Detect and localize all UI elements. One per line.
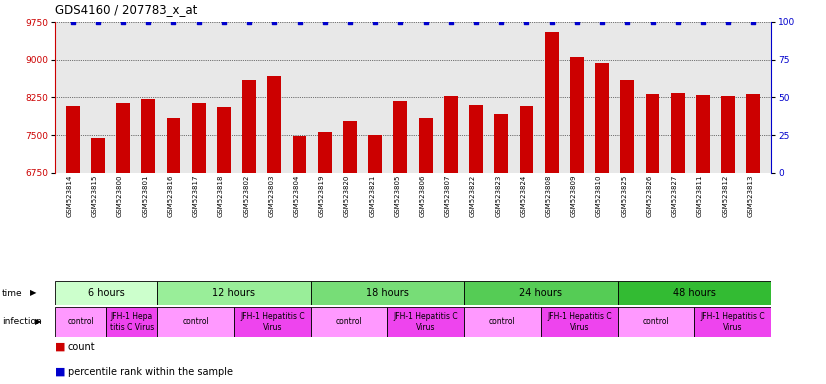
Point bbox=[91, 19, 104, 25]
Bar bbox=[368, 135, 382, 384]
Point bbox=[545, 19, 558, 25]
Text: 24 hours: 24 hours bbox=[520, 288, 563, 298]
Bar bbox=[268, 76, 282, 384]
Bar bbox=[520, 106, 534, 384]
Point bbox=[344, 19, 357, 25]
Point bbox=[469, 19, 482, 25]
Bar bbox=[393, 101, 407, 384]
Text: JFH-1 Hepatitis C
Virus: JFH-1 Hepatitis C Virus bbox=[547, 312, 611, 332]
Bar bbox=[157, 307, 234, 337]
Text: ■: ■ bbox=[55, 367, 65, 377]
Text: control: control bbox=[489, 318, 516, 326]
Bar bbox=[570, 57, 584, 384]
Point bbox=[620, 19, 634, 25]
Bar bbox=[419, 118, 433, 384]
Point bbox=[747, 19, 760, 25]
Bar bbox=[167, 118, 180, 384]
Bar bbox=[311, 307, 387, 337]
Text: JFH-1 Hepa
titis C Virus: JFH-1 Hepa titis C Virus bbox=[110, 312, 154, 332]
Text: 12 hours: 12 hours bbox=[212, 288, 255, 298]
Bar bbox=[234, 307, 311, 337]
Point bbox=[596, 19, 609, 25]
Bar bbox=[107, 307, 157, 337]
Point bbox=[419, 19, 432, 25]
Point bbox=[368, 19, 382, 25]
Bar bbox=[544, 31, 558, 384]
Text: ■: ■ bbox=[55, 342, 65, 352]
Bar bbox=[646, 94, 659, 384]
Point bbox=[570, 19, 583, 25]
Bar bbox=[541, 307, 618, 337]
Point bbox=[293, 19, 306, 25]
Point bbox=[520, 19, 533, 25]
Bar bbox=[116, 103, 130, 384]
Bar bbox=[444, 96, 458, 384]
Point bbox=[116, 19, 130, 25]
Bar bbox=[217, 107, 230, 384]
Point bbox=[394, 19, 407, 25]
Text: percentile rank within the sample: percentile rank within the sample bbox=[68, 367, 233, 377]
Bar bbox=[671, 93, 685, 384]
Text: ▶: ▶ bbox=[30, 288, 36, 298]
Point bbox=[444, 19, 458, 25]
Bar bbox=[596, 63, 609, 384]
Point bbox=[495, 19, 508, 25]
Text: GDS4160 / 207783_x_at: GDS4160 / 207783_x_at bbox=[55, 3, 197, 16]
Point bbox=[696, 19, 710, 25]
Text: JFH-1 Hepatitis C
Virus: JFH-1 Hepatitis C Virus bbox=[393, 312, 458, 332]
Text: 6 hours: 6 hours bbox=[88, 288, 125, 298]
Bar bbox=[618, 307, 695, 337]
Bar bbox=[747, 94, 760, 384]
Bar bbox=[292, 136, 306, 384]
Point bbox=[268, 19, 281, 25]
Bar bbox=[141, 99, 155, 384]
Bar bbox=[55, 281, 157, 305]
Bar bbox=[695, 307, 771, 337]
Bar bbox=[494, 114, 508, 384]
Bar bbox=[311, 281, 464, 305]
Bar bbox=[91, 138, 105, 384]
Bar bbox=[66, 106, 79, 384]
Text: time: time bbox=[2, 288, 22, 298]
Bar bbox=[464, 281, 618, 305]
Bar bbox=[696, 96, 710, 384]
Bar bbox=[157, 281, 311, 305]
Bar bbox=[464, 307, 541, 337]
Point bbox=[66, 19, 79, 25]
Point bbox=[318, 19, 331, 25]
Bar bbox=[469, 105, 483, 384]
Point bbox=[167, 19, 180, 25]
Bar bbox=[343, 121, 357, 384]
Text: control: control bbox=[335, 318, 363, 326]
Text: ▶: ▶ bbox=[35, 318, 41, 326]
Text: 18 hours: 18 hours bbox=[366, 288, 409, 298]
Bar bbox=[721, 96, 735, 384]
Text: JFH-1 Hepatitis C
Virus: JFH-1 Hepatitis C Virus bbox=[700, 312, 765, 332]
Point bbox=[142, 19, 155, 25]
Point bbox=[243, 19, 256, 25]
Bar bbox=[387, 307, 464, 337]
Bar bbox=[55, 307, 107, 337]
Point bbox=[671, 19, 684, 25]
Text: infection: infection bbox=[2, 318, 42, 326]
Text: control: control bbox=[183, 318, 209, 326]
Point bbox=[722, 19, 735, 25]
Point bbox=[217, 19, 230, 25]
Text: control: control bbox=[67, 318, 94, 326]
Text: count: count bbox=[68, 342, 96, 352]
Bar bbox=[620, 80, 634, 384]
Text: 48 hours: 48 hours bbox=[673, 288, 715, 298]
Bar bbox=[618, 281, 771, 305]
Bar bbox=[318, 132, 332, 384]
Bar bbox=[242, 80, 256, 384]
Bar bbox=[192, 103, 206, 384]
Point bbox=[646, 19, 659, 25]
Text: control: control bbox=[643, 318, 669, 326]
Point bbox=[192, 19, 206, 25]
Text: JFH-1 Hepatitis C
Virus: JFH-1 Hepatitis C Virus bbox=[240, 312, 305, 332]
